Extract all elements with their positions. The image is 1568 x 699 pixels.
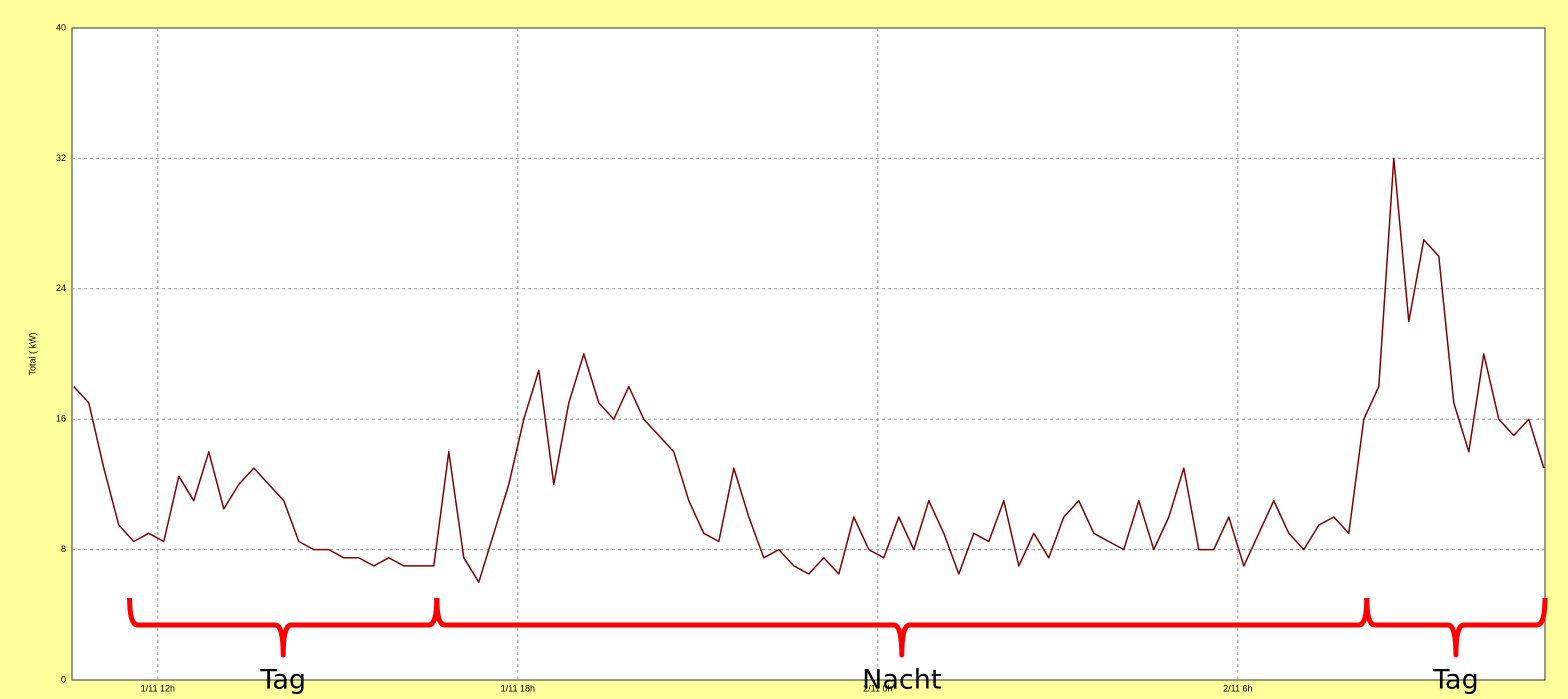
data-line [73,157,1545,583]
x-tick-label: 2/11 6h [1223,683,1252,693]
y-tick-label: 32 [56,153,66,163]
brace [434,597,1370,658]
annotation-label: Tag [259,665,306,696]
y-tick-label: 16 [56,414,66,424]
y-tick-label: 24 [56,283,66,293]
x-tick-label: 1/11 18h [501,683,535,693]
y-axis-label: Total ( kW) [27,332,37,375]
annotation-label: Nacht [862,665,941,696]
annotation-label: Tag [1432,665,1479,696]
plot-area [71,27,1546,681]
y-tick-label: 8 [61,544,66,554]
y-tick-label: 40 [56,22,66,32]
brace [1364,597,1548,658]
x-tick-label: 2/11 0h [863,683,892,693]
x-tick-label: 1/11 12h [141,683,175,693]
brace [127,597,440,658]
y-tick-label: 0 [61,674,66,684]
